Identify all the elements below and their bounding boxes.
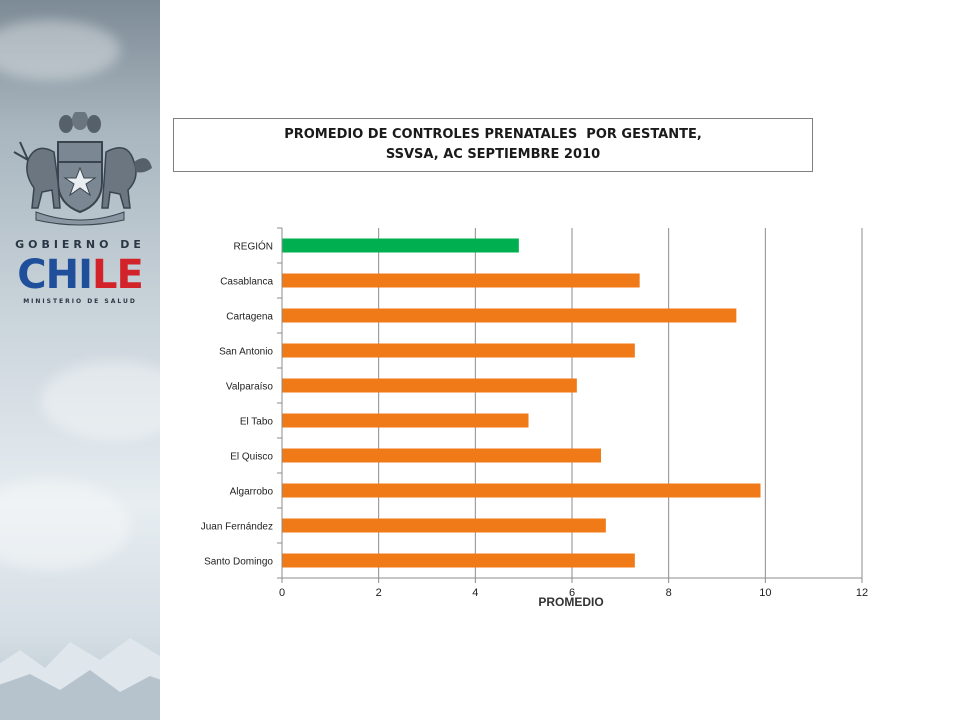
coat-of-arms-icon xyxy=(13,112,152,226)
x-tick-label-12: 12 xyxy=(856,587,868,599)
x-tick-label-2: 2 xyxy=(376,587,382,599)
gobierno-label: GOBIERNO DE xyxy=(15,238,145,251)
bar-5 xyxy=(282,413,529,428)
x-tick-label-6: 6 xyxy=(569,587,575,599)
x-tick-label-10: 10 xyxy=(759,587,771,599)
bar-3 xyxy=(282,343,635,358)
x-tick-label-4: 4 xyxy=(472,587,478,599)
chile-wordmark-blue: CHI xyxy=(17,252,93,298)
chile-wordmark: CHILE xyxy=(0,252,160,298)
y-tick-label-3: San Antonio xyxy=(219,347,273,358)
bar-2 xyxy=(282,308,737,323)
y-tick-label-6: El Quisco xyxy=(230,452,273,463)
sidebar-banner: GOBIERNO DE CHILE MINISTERIO DE SALUD xyxy=(0,0,160,720)
chile-wordmark-red: LE xyxy=(91,252,144,298)
y-tick-label-2: Cartagena xyxy=(226,312,273,323)
ministry-label: MINISTERIO DE SALUD xyxy=(23,298,137,305)
x-tick-label-8: 8 xyxy=(666,587,672,599)
bar-8 xyxy=(282,518,606,533)
bar-1 xyxy=(282,273,640,288)
y-tick-label-5: El Tabo xyxy=(240,417,274,428)
chart-title-line2: SSVSA, AC SEPTIEMBRE 2010 xyxy=(385,147,601,162)
y-tick-label-7: Algarrobo xyxy=(230,487,274,498)
chart-title-box: PROMEDIO DE CONTROLES PRENATALES POR GES… xyxy=(173,118,813,172)
bar-9 xyxy=(282,553,635,568)
x-axis-label: PROMEDIO xyxy=(538,595,603,609)
y-tick-label-9: Santo Domingo xyxy=(204,557,273,568)
chart-axes: 0 2 4 6 8 10 12 REGIÓN Casablanca Cartagena San An… xyxy=(201,227,868,599)
bar-4 xyxy=(282,378,577,393)
chart-bars xyxy=(282,238,761,568)
y-tick-label-1: Casablanca xyxy=(220,277,273,288)
mountain-illustration xyxy=(0,638,160,720)
y-tick-label-4: Valparaíso xyxy=(226,382,274,393)
y-tick-label-0: REGIÓN xyxy=(234,240,273,253)
bar-6 xyxy=(282,448,601,463)
x-tick-label-0: 0 xyxy=(279,587,285,599)
bar-0 xyxy=(282,238,519,253)
chart-title-line1: PROMEDIO DE CONTROLES PRENATALES POR GES… xyxy=(284,127,702,142)
bar-7 xyxy=(282,483,761,498)
y-tick-label-8: Juan Fernández xyxy=(201,522,273,533)
bar-chart: 0 2 4 6 8 10 12 REGIÓN Casablanca Cartagena San An… xyxy=(201,227,868,609)
